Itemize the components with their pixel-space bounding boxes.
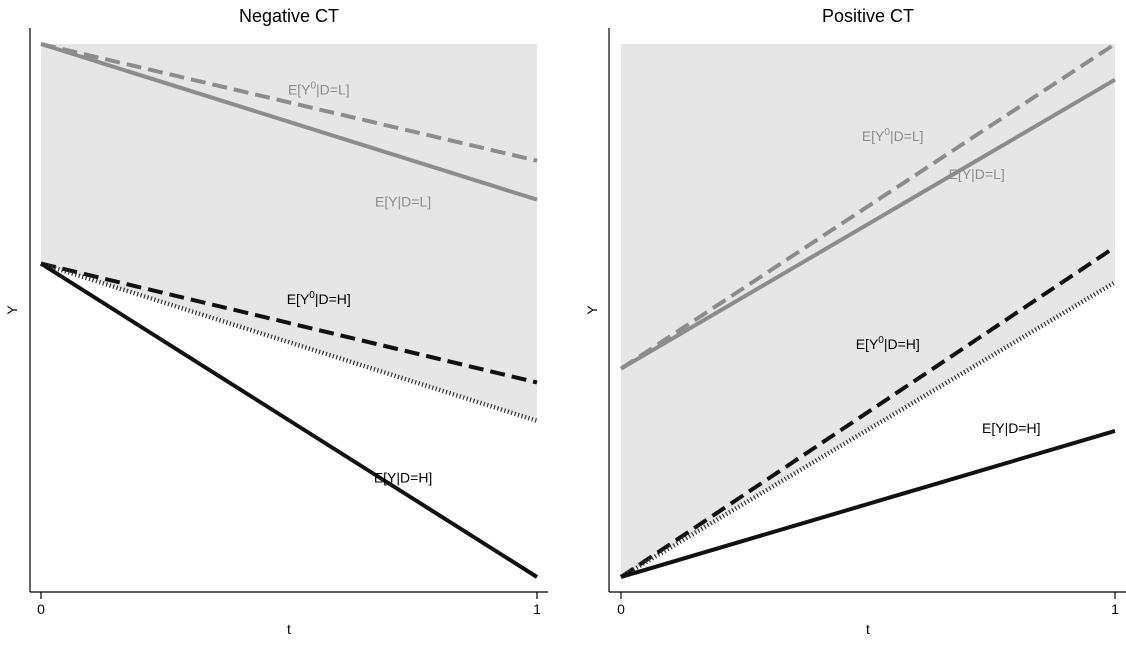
series-line-solid xyxy=(39,261,539,579)
y-axis-label: Y xyxy=(584,305,600,315)
series-annotation: E[Y0|D=H] xyxy=(856,335,920,352)
series-line-dashed xyxy=(40,42,538,163)
series-annotation: E[Y|D=H] xyxy=(982,420,1041,436)
series-annotation: E[Y|D=H] xyxy=(374,470,433,486)
series-annotation: E[Y0|D=L] xyxy=(862,127,924,144)
series-line-dashed xyxy=(40,261,538,385)
plot-area: E[Y0|D=L] E[Y|D=L] E[Y0|D=H] E[Y|D=H] xyxy=(39,42,539,579)
series-line-solid xyxy=(619,77,1117,371)
series-line-solid xyxy=(620,429,1116,579)
shaded-region xyxy=(621,44,1115,577)
series-annotation: E[Y|D=L] xyxy=(375,194,431,210)
plot-area: E[Y0|D=L] E[Y|D=L] E[Y0|D=H] E[Y|D=H] xyxy=(619,42,1117,579)
x-tick-label: 1 xyxy=(1111,601,1119,617)
shaded-region xyxy=(41,44,537,421)
x-tick-label: 0 xyxy=(37,601,45,617)
series-line-dotted xyxy=(40,261,538,423)
series-line-dashed xyxy=(619,245,1117,579)
series-line-solid xyxy=(40,42,538,202)
chart-title: Positive CT xyxy=(822,6,914,26)
x-tick-label: 0 xyxy=(617,601,625,617)
x-axis-label: t xyxy=(866,621,870,637)
panel-positive-ct: Positive CT E[Y0|D=L]E[Y|D=L]E[Y0|D=H]E[… xyxy=(584,6,1126,637)
y-axis-label: Y xyxy=(4,305,20,315)
x-tick-label: 1 xyxy=(533,601,541,617)
series-annotation: E[Y|D=L] xyxy=(949,166,1005,182)
series-layer xyxy=(619,42,1117,579)
series-annotation: E[Y0|D=L] xyxy=(288,81,350,98)
series-annotation: E[Y0|D=H] xyxy=(287,290,351,307)
panel-negative-ct: Negative CT E[Y0|D=L]E[Y|D=L]E[Y0|D=H]E[… xyxy=(4,6,548,637)
series-line-dotted xyxy=(619,280,1117,579)
series-layer xyxy=(39,42,539,579)
annotation-layer: E[Y0|D=L] E[Y|D=L] E[Y0|D=H] E[Y|D=H] xyxy=(287,81,433,486)
annotation-layer: E[Y0|D=L] E[Y|D=L] E[Y0|D=H] E[Y|D=H] xyxy=(856,127,1041,436)
series-line-dashed xyxy=(619,42,1117,371)
x-axis-label: t xyxy=(287,621,291,637)
chart-title: Negative CT xyxy=(239,6,339,26)
